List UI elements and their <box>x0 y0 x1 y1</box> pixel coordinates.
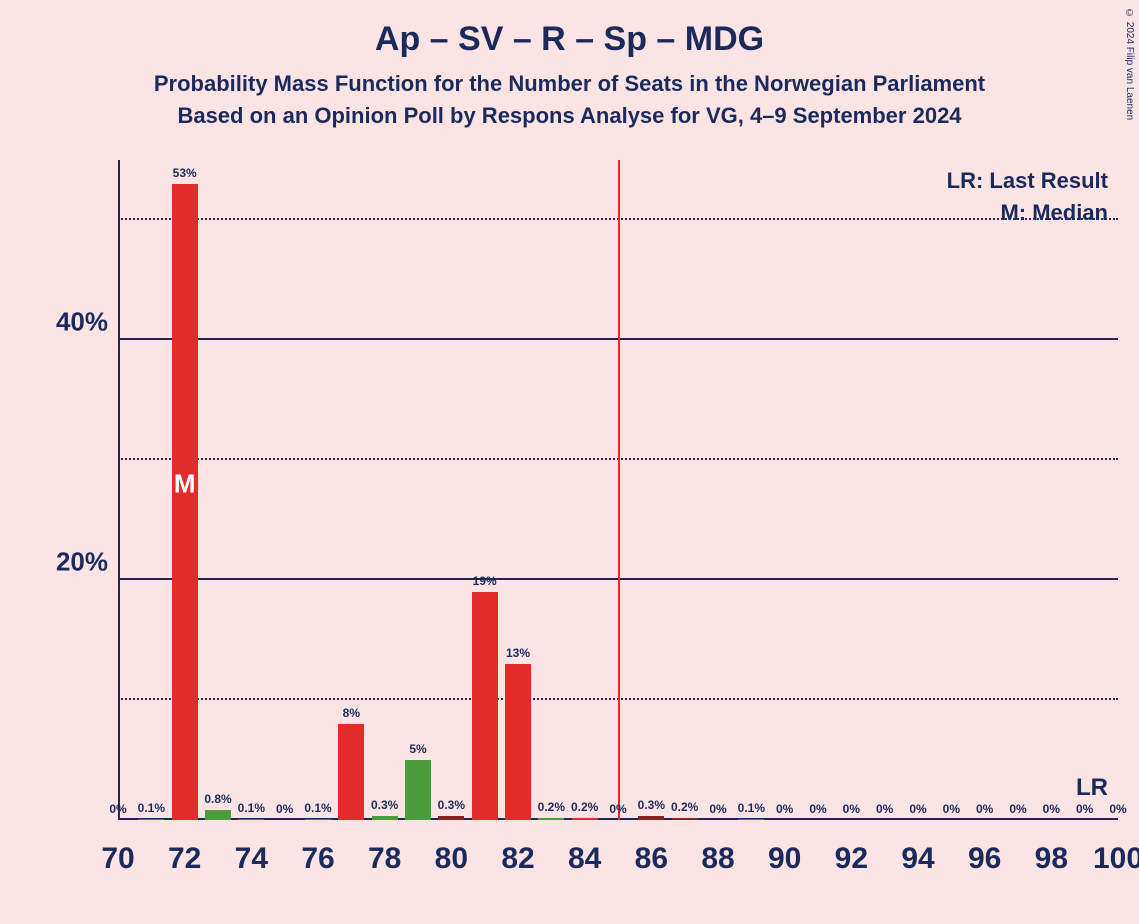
bar-value-label: 0% <box>276 802 293 816</box>
bar-value-label: 0% <box>1076 802 1093 816</box>
bar-value-label: 0.1% <box>138 801 165 815</box>
x-tick-label: 98 <box>1035 842 1068 876</box>
bar-value-label: 0.1% <box>304 801 331 815</box>
bar-value-label: 0.3% <box>438 798 465 812</box>
bar-value-label: 0% <box>776 802 793 816</box>
x-tick-label: 90 <box>768 842 801 876</box>
bars-container: 0% 0.1% 53% M 0.8% 0.1% 0% 0.1% 8% 0.3% 5% 0.3% 19% 1… <box>118 160 1118 820</box>
bar <box>305 819 331 820</box>
median-marker: M <box>174 469 196 500</box>
bar-value-label: 0% <box>609 802 626 816</box>
x-tick-label: 70 <box>101 842 134 876</box>
x-tick-label: 80 <box>435 842 468 876</box>
x-tick-label: 76 <box>301 842 334 876</box>
x-tick-label: 92 <box>835 842 868 876</box>
bar-value-label: 5% <box>409 742 426 756</box>
bar <box>538 818 564 820</box>
bar <box>405 760 431 820</box>
bar <box>738 819 764 820</box>
bar <box>572 818 598 820</box>
bar-value-label: 13% <box>506 646 530 660</box>
chart-plot-area: 20%40% LR: Last Result M: Median LR 0%0.… <box>118 160 1118 820</box>
bar-value-label: 0.3% <box>638 798 665 812</box>
bar <box>338 724 364 820</box>
bar <box>372 816 398 820</box>
x-tick-label: 72 <box>168 842 201 876</box>
bar <box>238 819 264 820</box>
bar <box>472 592 498 820</box>
bar-value-label: 0.3% <box>371 798 398 812</box>
bar-value-label: 0% <box>809 802 826 816</box>
chart-titles: Ap – SV – R – Sp – MDG Probability Mass … <box>0 0 1139 129</box>
bar <box>172 184 198 820</box>
bar-value-label: 0% <box>1109 802 1126 816</box>
bar-value-label: 0% <box>843 802 860 816</box>
x-tick-label: 84 <box>568 842 601 876</box>
bar-value-label: 0.8% <box>204 792 231 806</box>
x-tick-label: 86 <box>635 842 668 876</box>
x-tick-label: 82 <box>501 842 534 876</box>
bar <box>672 818 698 820</box>
x-axis-labels: 707274767880828486889092949698100 <box>118 832 1118 892</box>
x-tick-label: 74 <box>235 842 268 876</box>
bar-value-label: 8% <box>343 706 360 720</box>
bar-value-label: 0% <box>1043 802 1060 816</box>
bar-value-label: 0% <box>709 802 726 816</box>
bar-value-label: 0% <box>876 802 893 816</box>
bar-value-label: 0% <box>943 802 960 816</box>
bar <box>138 819 164 820</box>
chart-subtitle-1: Probability Mass Function for the Number… <box>0 71 1139 97</box>
bar <box>638 816 664 820</box>
chart-subtitle-2: Based on an Opinion Poll by Respons Anal… <box>0 103 1139 129</box>
y-tick-label: 40% <box>56 307 108 338</box>
bar-value-label: 0.2% <box>538 800 565 814</box>
bar-value-label: 0.1% <box>238 801 265 815</box>
x-tick-label: 94 <box>901 842 934 876</box>
chart-title: Ap – SV – R – Sp – MDG <box>0 20 1139 59</box>
bar-value-label: 0% <box>976 802 993 816</box>
bar-value-label: 0% <box>909 802 926 816</box>
bar <box>205 810 231 820</box>
x-tick-label: 78 <box>368 842 401 876</box>
y-tick-label: 20% <box>56 547 108 578</box>
bar-value-label: 19% <box>473 574 497 588</box>
bar <box>438 816 464 820</box>
bar-value-label: 0% <box>109 802 126 816</box>
x-tick-label: 100 <box>1093 842 1139 876</box>
bar-value-label: 0% <box>1009 802 1026 816</box>
bar-value-label: 0.2% <box>671 800 698 814</box>
x-tick-label: 88 <box>701 842 734 876</box>
bar-value-label: 53% <box>173 166 197 180</box>
x-tick-label: 96 <box>968 842 1001 876</box>
bar-value-label: 0.2% <box>571 800 598 814</box>
copyright-text: © 2024 Filip van Laenen <box>1124 8 1135 120</box>
bar <box>505 664 531 820</box>
bar-value-label: 0.1% <box>738 801 765 815</box>
